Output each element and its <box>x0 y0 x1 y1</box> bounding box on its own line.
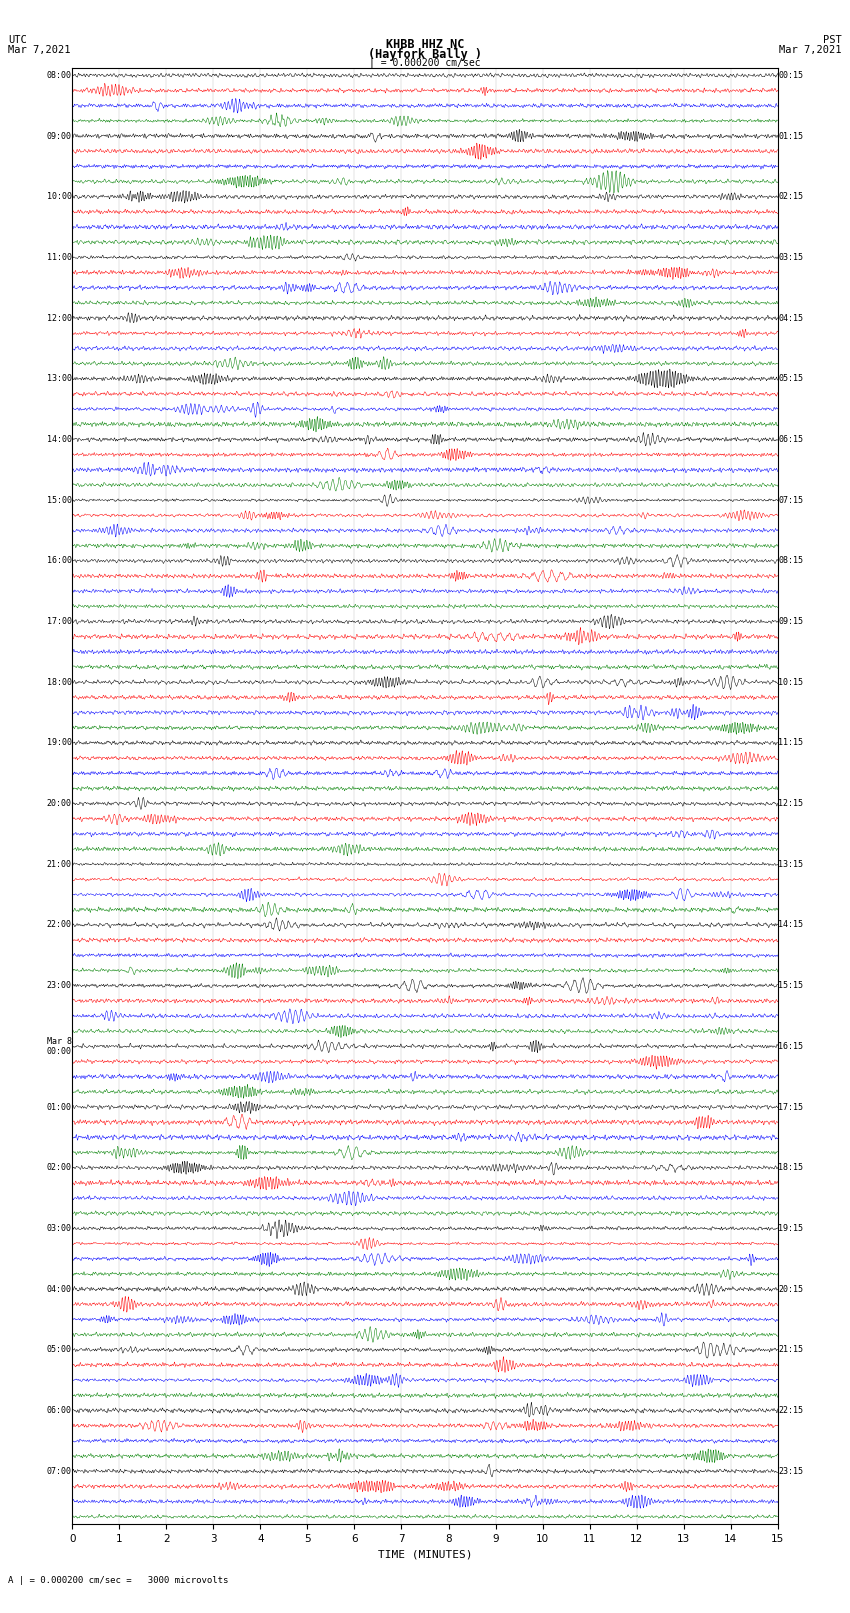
Text: 10:00: 10:00 <box>47 192 71 202</box>
Text: 14:15: 14:15 <box>779 921 803 929</box>
Text: 03:00: 03:00 <box>47 1224 71 1232</box>
Text: 01:00: 01:00 <box>47 1103 71 1111</box>
Text: KHBB HHZ NC: KHBB HHZ NC <box>386 37 464 52</box>
Text: 21:00: 21:00 <box>47 860 71 869</box>
Text: 06:00: 06:00 <box>47 1407 71 1415</box>
Text: 02:00: 02:00 <box>47 1163 71 1173</box>
Text: 14:00: 14:00 <box>47 436 71 444</box>
Text: 12:15: 12:15 <box>779 798 803 808</box>
Text: 06:15: 06:15 <box>779 436 803 444</box>
Text: 11:00: 11:00 <box>47 253 71 261</box>
Text: 13:15: 13:15 <box>779 860 803 869</box>
Text: 22:15: 22:15 <box>779 1407 803 1415</box>
Text: 15:15: 15:15 <box>779 981 803 990</box>
Text: 13:00: 13:00 <box>47 374 71 384</box>
Text: 05:15: 05:15 <box>779 374 803 384</box>
Text: PST: PST <box>823 35 842 45</box>
Text: A | = 0.000200 cm/sec =   3000 microvolts: A | = 0.000200 cm/sec = 3000 microvolts <box>8 1576 229 1586</box>
Text: 00:15: 00:15 <box>779 71 803 79</box>
Text: 05:00: 05:00 <box>47 1345 71 1355</box>
Text: 11:15: 11:15 <box>779 739 803 747</box>
Text: 03:15: 03:15 <box>779 253 803 261</box>
Text: 07:00: 07:00 <box>47 1466 71 1476</box>
Text: 17:00: 17:00 <box>47 618 71 626</box>
Text: 23:00: 23:00 <box>47 981 71 990</box>
Text: | = 0.000200 cm/sec: | = 0.000200 cm/sec <box>369 58 481 68</box>
Text: (Hayfork Bally ): (Hayfork Bally ) <box>368 47 482 61</box>
Text: 16:00: 16:00 <box>47 556 71 565</box>
Text: 04:00: 04:00 <box>47 1284 71 1294</box>
Text: Mar 7,2021: Mar 7,2021 <box>8 45 71 55</box>
X-axis label: TIME (MINUTES): TIME (MINUTES) <box>377 1550 473 1560</box>
Text: 19:00: 19:00 <box>47 739 71 747</box>
Text: 18:15: 18:15 <box>779 1163 803 1173</box>
Text: 23:15: 23:15 <box>779 1466 803 1476</box>
Text: Mar 7,2021: Mar 7,2021 <box>779 45 842 55</box>
Text: 18:00: 18:00 <box>47 677 71 687</box>
Text: 08:15: 08:15 <box>779 556 803 565</box>
Text: 20:00: 20:00 <box>47 798 71 808</box>
Text: 17:15: 17:15 <box>779 1103 803 1111</box>
Text: 20:15: 20:15 <box>779 1284 803 1294</box>
Text: 01:15: 01:15 <box>779 132 803 140</box>
Text: 04:15: 04:15 <box>779 313 803 323</box>
Text: 19:15: 19:15 <box>779 1224 803 1232</box>
Text: 09:00: 09:00 <box>47 132 71 140</box>
Text: 08:00: 08:00 <box>47 71 71 79</box>
Text: 02:15: 02:15 <box>779 192 803 202</box>
Text: 12:00: 12:00 <box>47 313 71 323</box>
Text: 10:15: 10:15 <box>779 677 803 687</box>
Text: Mar 8
00:00: Mar 8 00:00 <box>47 1037 71 1057</box>
Text: 21:15: 21:15 <box>779 1345 803 1355</box>
Text: UTC: UTC <box>8 35 27 45</box>
Text: 15:00: 15:00 <box>47 495 71 505</box>
Text: 07:15: 07:15 <box>779 495 803 505</box>
Text: 09:15: 09:15 <box>779 618 803 626</box>
Text: 16:15: 16:15 <box>779 1042 803 1050</box>
Text: 22:00: 22:00 <box>47 921 71 929</box>
